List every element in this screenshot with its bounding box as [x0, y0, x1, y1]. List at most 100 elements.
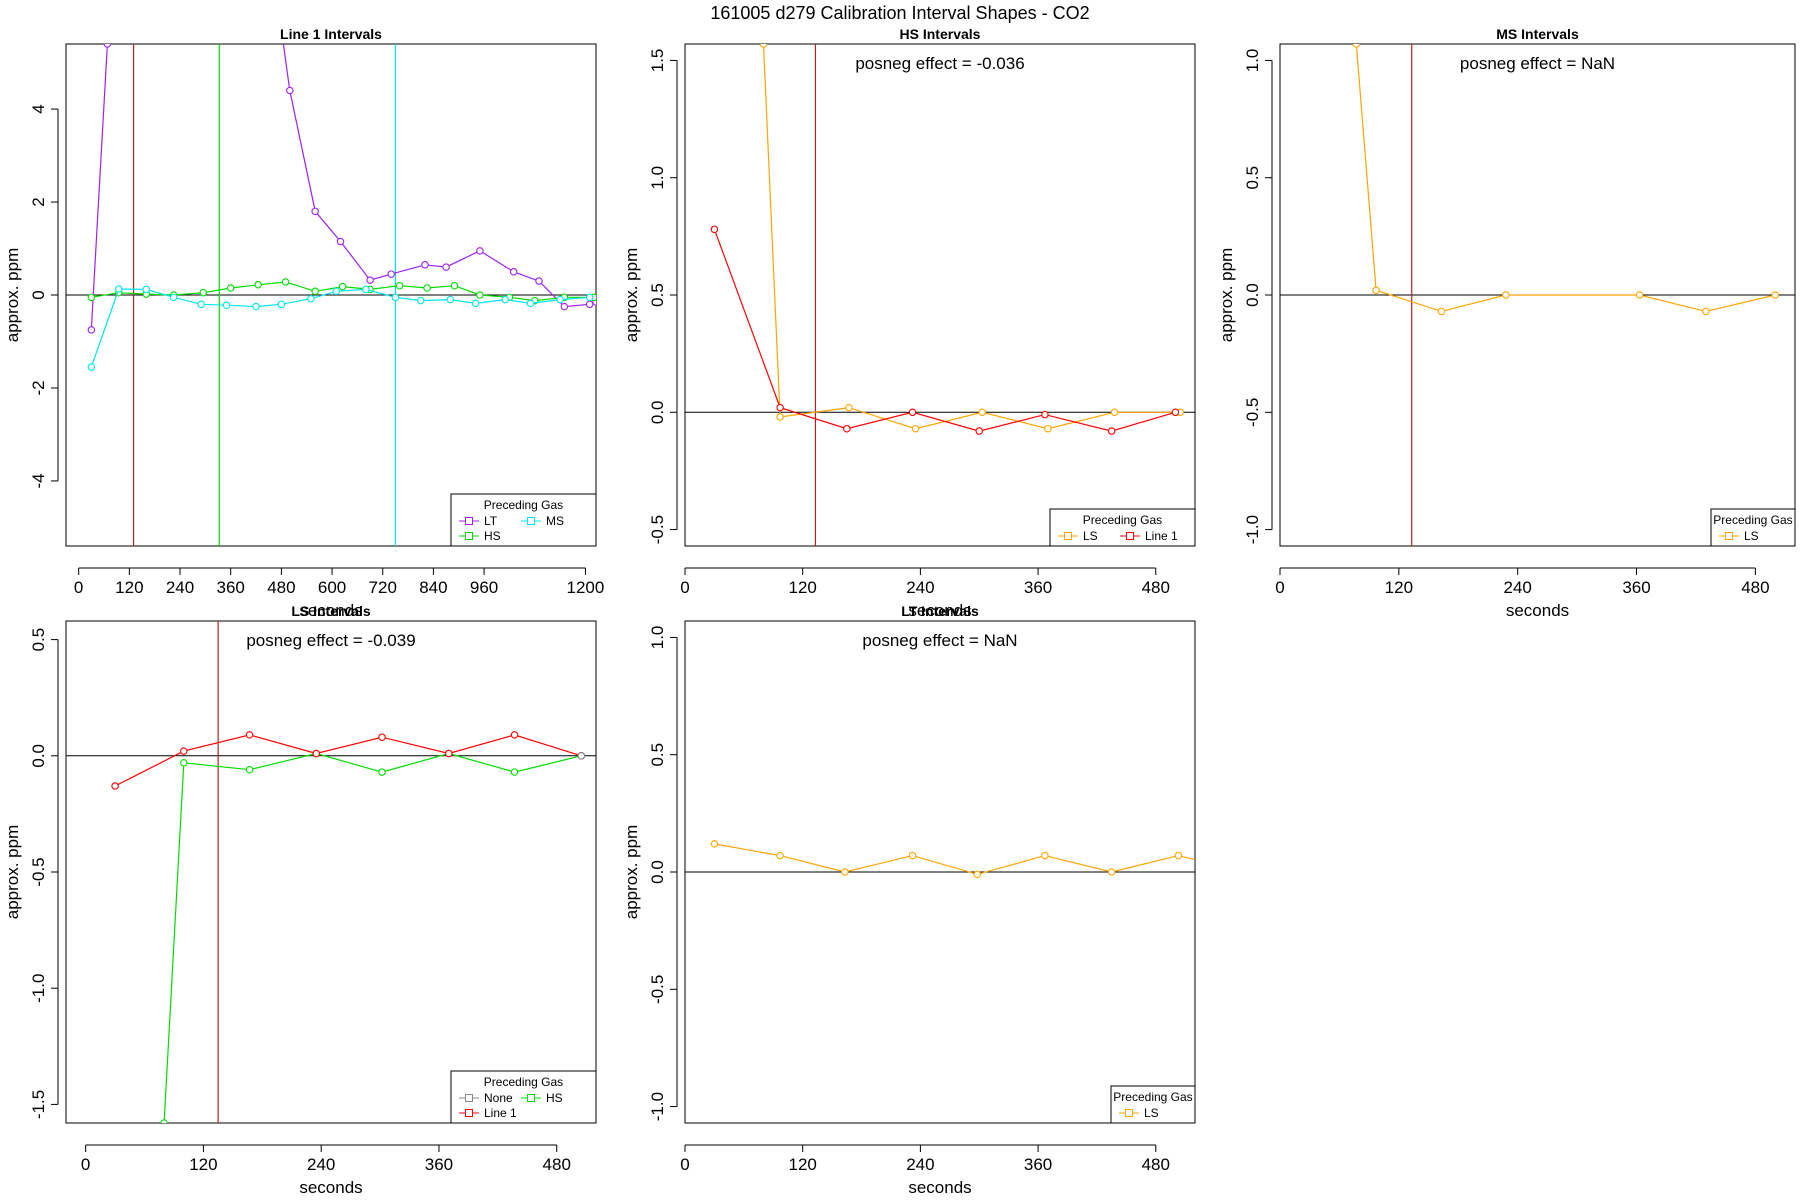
y-tick-label: 0.0 [648, 400, 667, 424]
data-point [1502, 291, 1510, 299]
data-point [476, 247, 484, 255]
data-point [1635, 291, 1644, 299]
panel-4: LS Intervals 0 120 240 360 480 -1.5 -1.0 -0.5 0.0… [3, 603, 597, 1197]
panel-title: LS Intervals [291, 603, 371, 619]
x-tick-label: 0 [81, 1155, 90, 1174]
legend-entry-label: Line 1 [1145, 529, 1178, 543]
legend: Preceding Gas LS [1710, 508, 1796, 547]
data-point [1110, 408, 1119, 417]
series-line-hs [163, 752, 582, 1123]
legend-entry-label: LS [1083, 529, 1098, 543]
y-axis-label: approx. ppm [1217, 248, 1236, 343]
data-point [710, 840, 719, 848]
y-tick-label: 0.0 [29, 744, 48, 768]
legend-swatch-marker [465, 517, 473, 525]
data-point [199, 288, 208, 297]
legend-swatch-marker [1064, 532, 1072, 540]
y-tick-label: 1.0 [648, 626, 667, 650]
data-point [366, 276, 374, 284]
posneg-annotation: posneg effect = NaN [862, 631, 1017, 650]
data-point [180, 747, 188, 755]
data-point [501, 295, 509, 304]
legend-swatch-marker [1725, 532, 1733, 540]
legend-box [450, 1070, 597, 1124]
x-tick-label: 600 [318, 578, 346, 597]
plot-content [66, 621, 596, 1123]
data-point [169, 293, 178, 302]
x-tick-label: 360 [217, 578, 245, 597]
data-point [378, 733, 386, 741]
x-tick-label: 1200 [567, 578, 605, 597]
plot-content [1280, 44, 1795, 546]
data-point [416, 296, 425, 305]
y-tick-label: -0.5 [648, 975, 667, 1004]
series-line-ls [1355, 44, 1776, 313]
data-point [471, 299, 480, 308]
y-tick-label: 0.5 [1243, 166, 1262, 190]
data-point [1771, 291, 1779, 299]
x-tick-label: 960 [470, 578, 498, 597]
plot-frame [684, 43, 1196, 547]
y-tick-label: -0.5 [648, 515, 667, 544]
x-tick-label: 240 [307, 1155, 335, 1174]
x-tick-label: 120 [115, 578, 143, 597]
data-point [843, 424, 851, 433]
y-tick-label: -0.5 [29, 857, 48, 886]
data-point [911, 424, 920, 433]
x-tick-label: 0 [680, 1155, 689, 1174]
panel-3: MS Intervals 0 120 240 360 480 -1.0 -0.5 0.0 0.5 1… [1217, 26, 1796, 620]
y-tick-label: 0.0 [1243, 283, 1262, 307]
data-point [841, 868, 849, 876]
data-point [245, 731, 254, 739]
x-tick-label: 240 [906, 1155, 934, 1174]
series-line-ms [90, 288, 590, 368]
data-point [391, 293, 400, 302]
x-tick-label: 360 [1622, 578, 1650, 597]
data-point [585, 293, 594, 302]
data-point [585, 300, 594, 309]
legend-box [1710, 508, 1796, 547]
series-line-line-1 [114, 734, 582, 787]
data-point [845, 403, 853, 412]
data-point [510, 731, 519, 739]
x-tick-label: 120 [789, 1155, 817, 1174]
x-tick-label: 120 [189, 1155, 217, 1174]
legend-entry-label: HS [484, 529, 501, 543]
data-point [1174, 851, 1183, 860]
legend: Preceding Gas None HS Line 1 [450, 1070, 597, 1124]
data-point [509, 268, 518, 276]
y-tick-label: 1.0 [648, 166, 667, 190]
data-point [1171, 408, 1180, 417]
data-point [1044, 424, 1052, 433]
legend-entry-label: HS [546, 1091, 563, 1105]
panel-title: LT Intervals [901, 603, 979, 619]
x-tick-label: 0 [680, 578, 689, 597]
y-axis-label: approx. ppm [3, 248, 22, 343]
y-tick-label: -1.5 [29, 1090, 48, 1119]
data-point [312, 749, 321, 758]
x-tick-label: 120 [789, 578, 817, 597]
data-point [362, 285, 370, 294]
data-point [526, 299, 535, 308]
data-point [445, 749, 453, 758]
data-point [510, 768, 519, 776]
data-point [556, 295, 564, 304]
data-point [423, 284, 431, 292]
data-point [87, 363, 96, 371]
data-point [307, 294, 315, 303]
data-point [776, 403, 784, 412]
data-point [560, 302, 569, 311]
panel-5: LT Intervals 0 120 240 360 480 -1.0 -0.5 0.0 0.5 1… [622, 603, 1196, 1197]
data-point [908, 851, 917, 860]
data-point [338, 282, 347, 291]
panel-title: MS Intervals [1496, 26, 1579, 42]
legend-swatch-marker [1126, 532, 1134, 540]
plot-content [66, 44, 596, 546]
legend-entry-label: Line 1 [484, 1106, 517, 1120]
data-point [776, 413, 784, 421]
legend-swatch-marker [465, 1094, 473, 1102]
y-tick-label: 0.5 [648, 283, 667, 307]
data-point [710, 225, 719, 234]
